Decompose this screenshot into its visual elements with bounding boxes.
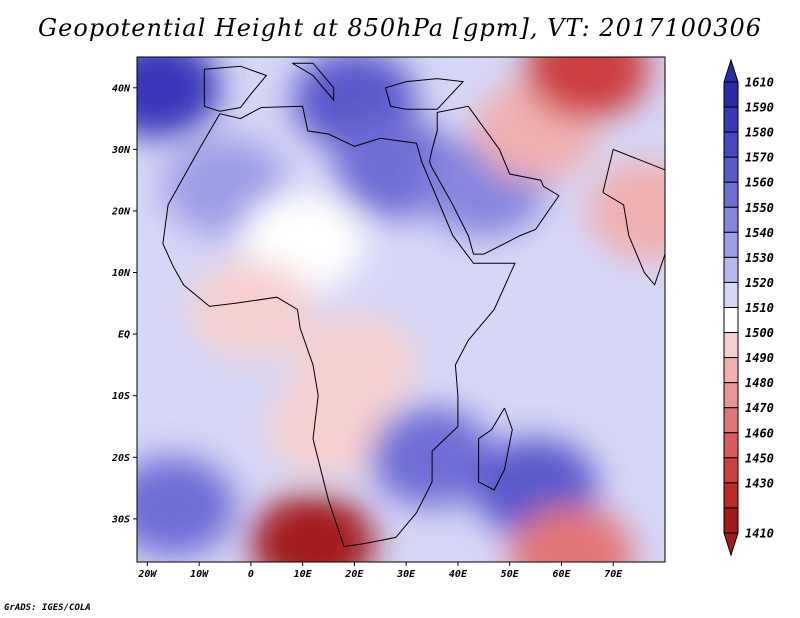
colorbar-swatch	[723, 131, 739, 158]
colorbar-swatch	[723, 432, 739, 459]
coastline-africa	[162, 105, 516, 548]
colorbar-swatch	[723, 507, 739, 534]
colorbar-label: 1520	[745, 276, 774, 290]
region-ne-corner	[525, 57, 650, 120]
colorbar-swatch	[723, 156, 739, 183]
y-tick-label: 10N	[112, 268, 131, 279]
colorbar-swatch	[723, 382, 739, 409]
colorbar-label: 1500	[745, 326, 774, 340]
coastline-outline	[162, 62, 665, 548]
y-tick-label: 20S	[111, 453, 130, 464]
region-se-indian-ocean-low	[509, 505, 634, 562]
y-tick-label: 30S	[111, 514, 130, 525]
x-tick-label: 20E	[344, 569, 364, 580]
colorbar-swatch	[723, 457, 739, 484]
colorbar-swatch	[723, 307, 739, 334]
colorbar-swatch	[723, 482, 739, 509]
colorbar-label: 1550	[745, 201, 774, 215]
colorbar-swatch	[723, 281, 739, 309]
colorbar-label: 1450	[745, 451, 774, 465]
region-angola	[266, 376, 391, 477]
y-tick-label: 40N	[112, 83, 131, 94]
region-south-atlantic	[137, 456, 236, 557]
chart-title: Geopotential Height at 850hPa [gpm], VT:…	[38, 14, 762, 42]
x-tick-label: 0	[248, 569, 254, 580]
colorbar-label: 1460	[745, 426, 774, 440]
coastline-italy	[292, 62, 335, 102]
coastline-iberia	[203, 65, 268, 112]
coastline-turkey	[385, 78, 465, 110]
colorbar-label: 1470	[745, 401, 774, 415]
colorbar-label: 1490	[745, 351, 774, 365]
y-tick-label: 10S	[112, 391, 130, 402]
colorbar-label: 1530	[745, 251, 774, 265]
grads-credit: GrADS: IGES/COLA	[4, 603, 91, 613]
axes: 20W 10W 0 10E 20E 30E 40E 50E 60E 70E 40N 30N 20N 10N…	[111, 83, 623, 580]
colorbar-label: 1580	[745, 126, 774, 140]
plot-frame	[136, 56, 666, 563]
x-tick-label: 70E	[604, 569, 623, 580]
colorbar-top-arrow	[723, 58, 739, 83]
coastline-madagascar	[478, 407, 513, 491]
colorbar-label: 1410	[745, 527, 774, 541]
colorbar-swatch	[723, 407, 739, 434]
colorbar-bottom-arrow	[723, 532, 739, 557]
colorbar-label: 1570	[745, 151, 774, 165]
y-tick-label: EQ	[118, 330, 130, 341]
x-tick-label: 40E	[449, 569, 468, 580]
colorbar-swatch	[723, 106, 739, 133]
colorbar-label: 1430	[745, 476, 774, 490]
x-tick-label: 10E	[294, 569, 313, 580]
x-tick-label: 50E	[501, 569, 520, 580]
colorbar-label: 1480	[745, 376, 774, 390]
colorbar-label: 1590	[745, 101, 774, 115]
region-india	[587, 160, 665, 261]
height-field	[137, 57, 665, 562]
colorbar-swatch	[723, 181, 739, 208]
colorbar-swatch	[723, 256, 739, 283]
colorbar-swatch	[723, 81, 739, 108]
x-tick-label: 10W	[190, 569, 209, 580]
colorbar: 1610 1590 1580 1570 1560 1550 1540 1530 1520 1510…	[723, 58, 774, 557]
x-tick-label: 60E	[552, 569, 571, 580]
colorbar-swatch	[723, 231, 739, 258]
coastline-india	[602, 148, 665, 286]
colorbar-swatch	[723, 357, 739, 384]
colorbar-label: 1560	[745, 176, 774, 190]
colorbar-label: 1540	[745, 226, 774, 240]
x-tick-label: 20W	[137, 569, 157, 580]
y-tick-label: 20N	[111, 206, 131, 217]
y-tick-label: 30N	[111, 145, 131, 156]
coastline-arabia	[429, 105, 560, 255]
colorbar-swatch	[723, 206, 739, 233]
region-gulf-of-guinea	[188, 259, 313, 360]
colorbar-label: 1610	[745, 76, 774, 90]
colorbar-swatch	[723, 332, 739, 359]
region-arabian-sea	[509, 253, 634, 354]
colorbar-label: 1510	[745, 301, 774, 315]
region-ne-atlantic-high	[137, 57, 220, 138]
x-tick-label: 30E	[396, 569, 416, 580]
